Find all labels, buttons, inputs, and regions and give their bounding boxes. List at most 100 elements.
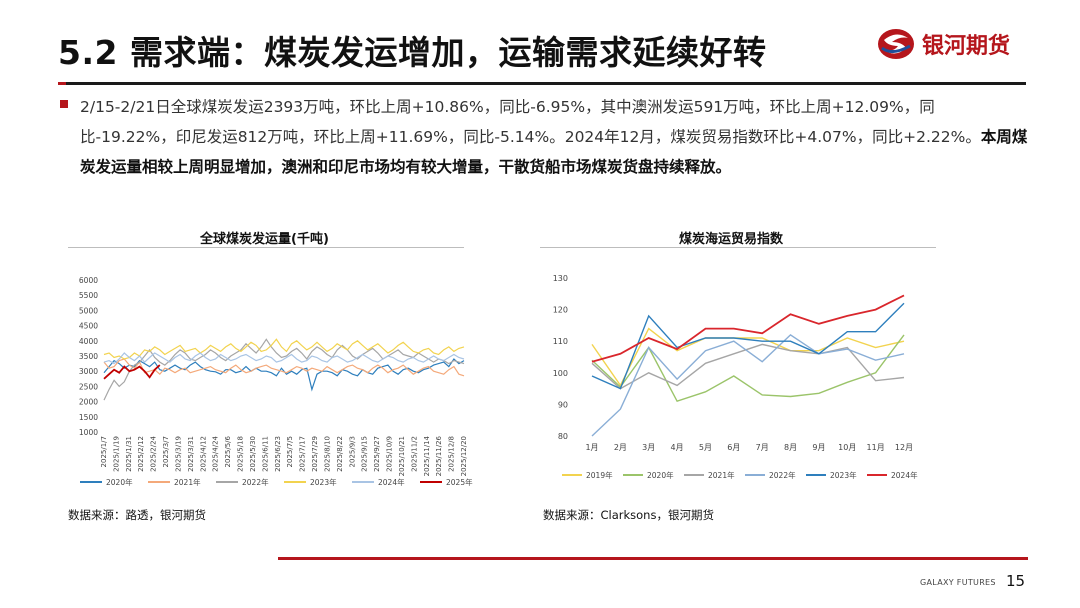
y-tick-label: 110 [553,337,568,346]
legend-label: 2024年 [891,470,918,480]
series-line [591,334,905,403]
x-tick-label: 7月 [756,443,769,452]
x-tick-label: 10月 [838,443,856,452]
footer-brand: GALAXY FUTURES [920,578,996,587]
series-line [591,343,905,390]
y-tick-label: 100 [553,369,568,378]
summary-emphasis: 本周煤炭发运量相较上周明显增加，澳洲和印尼市场均有较大增量，干散货船市场煤炭货盘… [80,128,1028,176]
company-logo: 银河期货 [876,26,1010,62]
x-tick-label: 9月 [812,443,825,452]
galaxy-logo-icon [878,29,914,59]
y-tick-label: 130 [553,274,568,283]
series-line [103,352,465,365]
y-tick-label: 2000 [79,398,98,407]
x-tick-label: 2025/12/20 [460,436,468,476]
series-line [591,327,905,387]
x-tick-label: 2025/1/31 [125,436,133,472]
series-line [103,338,465,360]
legend-label: 2023年 [310,477,337,487]
legend-label: 2020年 [106,477,133,487]
left-chart-title: 全球煤炭发运量(千吨) [200,232,329,247]
legend-label: 2019年 [586,470,613,480]
x-tick-label: 5月 [699,443,712,452]
left-chart-title-rule [68,247,464,248]
x-tick-label: 2025/2/24 [150,435,158,471]
y-tick-label: 1500 [79,413,98,422]
legend-label: 2021年 [708,470,735,480]
x-tick-label: 2025/4/12 [199,436,207,472]
series-line [103,338,465,401]
y-tick-label: 5000 [79,306,98,315]
legend-label: 2025年 [446,477,473,487]
x-tick-label: 11月 [867,443,885,452]
title-divider [58,82,1026,85]
title-divider-accent [58,82,66,85]
right-chart-title-rule [540,247,936,248]
x-tick-label: 2025/11/2 [410,436,418,472]
x-tick-label: 2月 [614,443,627,452]
x-tick-label: 2025/9/27 [373,436,381,472]
y-tick-label: 120 [553,306,568,315]
y-tick-label: 80 [558,432,568,441]
logo-text: 银河期货 [922,34,1011,59]
x-tick-label: 2025/5/6 [224,435,232,467]
x-tick-label: 6月 [727,443,740,452]
x-tick-label: 2025/9/3 [348,436,356,467]
left-chart-source: 数据来源：路透，银河期货 [68,508,206,522]
x-tick-label: 1月 [585,443,598,452]
x-tick-label: 2025/5/18 [237,436,245,472]
series-line [103,364,161,380]
global-coal-shipments-chart: 1000 1500 2000 2500 3000 3500 4000 4500 5000 5500… [79,276,473,487]
series-line [591,334,905,437]
right-chart-title: 煤炭海运贸易指数 [679,232,784,247]
summary-text: 2/15-2/21日全球煤炭发运2393万吨，环比上周+10.86%，同比-6.… [80,98,981,146]
x-tick-label: 4月 [671,443,684,452]
page-number: 15 [1006,572,1026,590]
x-tick-label: 2025/3/7 [162,436,170,467]
x-tick-label: 2025/12/8 [448,436,456,472]
x-tick-label: 2025/7/5 [286,436,294,467]
x-tick-label: 2025/11/26 [435,435,443,476]
y-tick-label: 4000 [79,337,98,346]
y-tick-label: 4500 [79,322,98,331]
bullet-icon [60,100,68,108]
x-tick-label: 2025/11/14 [423,435,431,476]
legend-label: 2022年 [769,470,796,480]
series-line [103,358,465,377]
series-line [103,358,465,392]
x-tick-label: 8月 [784,443,797,452]
y-tick-label: 90 [558,400,568,409]
x-tick-label: 2025/2/12 [137,436,145,472]
y-tick-label: 2500 [79,382,98,391]
x-tick-label: 2025/9/15 [361,436,369,472]
y-tick-label: 5500 [79,291,98,300]
legend-label: 2021年 [174,477,201,487]
x-tick-label: 2025/5/30 [249,436,257,472]
x-tick-label: 12月 [895,443,913,452]
x-tick-label: 2025/7/17 [299,436,307,472]
x-tick-label: 2025/8/22 [336,436,344,472]
x-tick-label: 2025/7/29 [311,436,319,472]
y-tick-label: 3000 [79,367,98,376]
x-tick-label: 2025/3/19 [174,436,182,472]
summary-paragraph: 2/15-2/21日全球煤炭发运2393万吨，环比上周+10.86%，同比-6.… [80,92,1028,182]
legend-label: 2023年 [830,470,857,480]
x-tick-label: 2025/10/9 [386,436,394,472]
y-tick-label: 6000 [79,276,98,285]
legend-label: 2020年 [647,470,674,480]
x-tick-label: 2025/6/11 [261,436,269,472]
legend-label: 2024年 [378,477,405,487]
x-tick-label: 2025/10/21 [398,436,406,476]
x-tick-label: 2025/1/7 [100,436,108,467]
right-chart-source: 数据来源：Clarksons，银河期货 [543,508,714,522]
series-line [591,294,905,363]
x-tick-label: 2025/3/31 [187,436,195,472]
x-tick-label: 2025/1/19 [112,436,120,472]
x-tick-label: 2025/8/10 [323,436,331,472]
y-tick-label: 1000 [79,428,98,437]
legend-label: 2022年 [242,477,269,487]
coal-seaborne-trade-index-chart: 80 90 100 110 120 130 1月 2月 3月 4月 5月 6月 7月 8月 9月 10月 11月… [553,274,918,480]
series-line [591,302,905,390]
x-tick-label: 3月 [642,443,655,452]
footer-divider [278,557,1028,560]
